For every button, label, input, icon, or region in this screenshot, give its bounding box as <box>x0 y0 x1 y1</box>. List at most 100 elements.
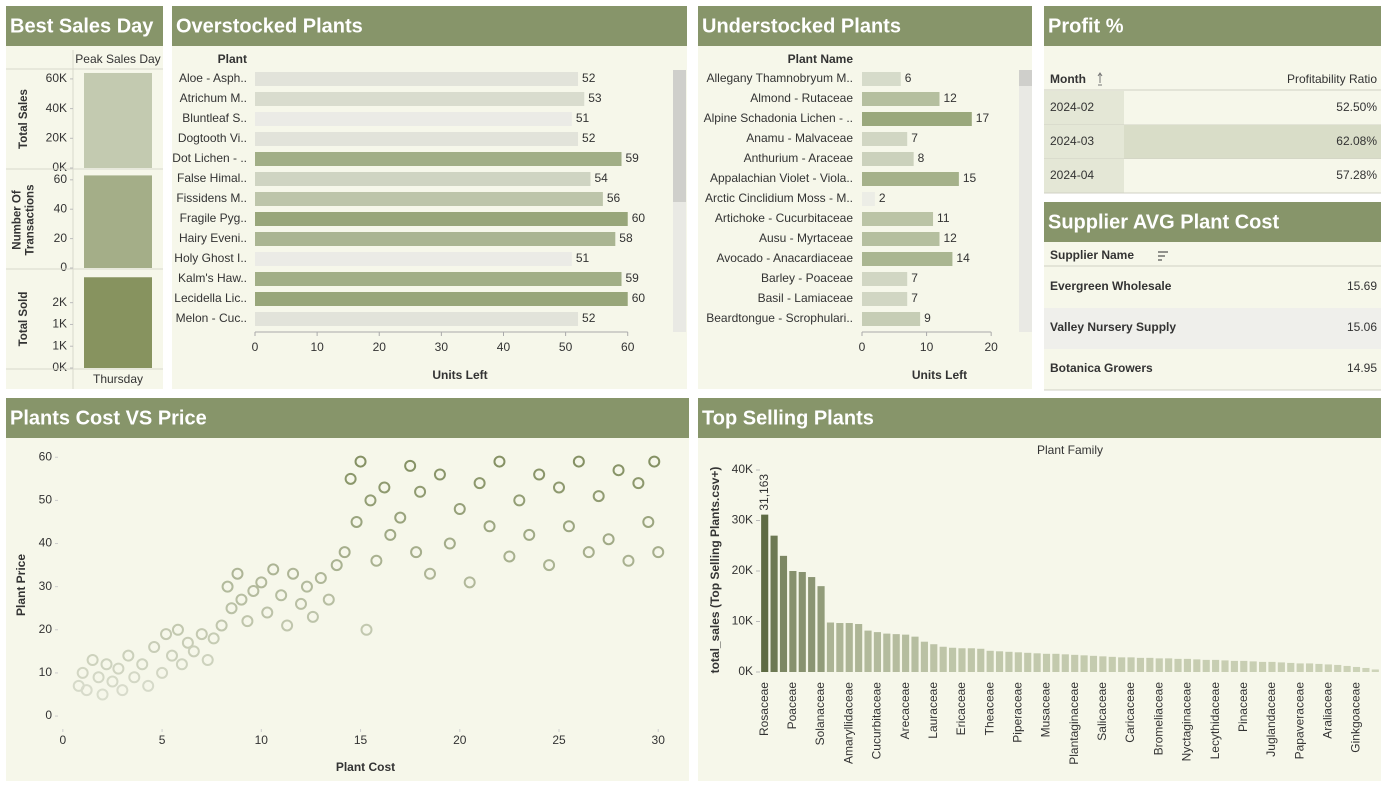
row-label: Anamu - Malvaceae <box>746 131 853 145</box>
row-label: Almond - Rutaceae <box>750 91 853 105</box>
bar <box>1362 667 1370 672</box>
point <box>314 572 327 585</box>
point <box>86 653 99 666</box>
point <box>410 546 423 559</box>
x-tick-label: Rosaceae <box>757 682 771 736</box>
bar <box>1277 662 1285 672</box>
point <box>572 455 585 468</box>
x-tick-label: Thursday <box>93 372 143 386</box>
panel-header <box>172 6 687 46</box>
row-label: Avocado - Anacardiaceae <box>716 251 853 265</box>
row-label: Kalm's Haw.. <box>178 271 247 285</box>
y-tick-label: 10 <box>39 665 53 679</box>
x-tick-label: Ginkgoaceae <box>1349 682 1363 753</box>
x-tick-label: Solanaceae <box>813 682 827 746</box>
point <box>215 619 228 632</box>
data-label: 54 <box>594 171 608 185</box>
cell-text: Valley Nursery Supply <box>1050 320 1176 334</box>
x-tick-label: Plantaginaceae <box>1067 682 1081 765</box>
row-label: Lecidella Lic.. <box>174 291 247 305</box>
data-label: 58 <box>619 231 633 245</box>
bar <box>255 312 579 326</box>
cell <box>1044 91 1124 125</box>
bar <box>873 632 881 672</box>
bar <box>1305 663 1314 672</box>
y-tick-label: 0 <box>45 708 52 722</box>
x-tick-label: 30 <box>652 733 666 747</box>
data-label: 12 <box>944 91 958 105</box>
bar <box>761 514 769 672</box>
axis-title: Units Left <box>432 368 487 382</box>
bar <box>255 112 572 126</box>
y-tick-label: 60K <box>46 71 67 85</box>
panel-header <box>698 398 1381 438</box>
point <box>513 494 526 507</box>
point <box>453 503 466 516</box>
x-tick-label: 5 <box>159 733 166 747</box>
bar <box>1371 669 1379 672</box>
bar <box>255 252 572 266</box>
cell-text: 62.08% <box>1336 134 1377 148</box>
bar <box>1024 652 1032 672</box>
row-label: Beardtongue - Scrophulari.. <box>706 311 853 325</box>
point <box>175 658 188 671</box>
column-header: Supplier Name <box>1050 248 1134 262</box>
x-tick-label: Bromeliaceae <box>1151 682 1165 756</box>
point <box>404 459 417 472</box>
bar <box>1165 658 1173 672</box>
bar <box>1052 653 1060 672</box>
bar <box>1033 653 1041 672</box>
y-tick-label: 2K <box>52 295 67 309</box>
panel-title: Supplier AVG Plant Cost <box>1048 211 1279 233</box>
data-label: 12 <box>944 231 958 245</box>
axis-title: Units Left <box>912 368 967 382</box>
bar <box>1136 657 1145 672</box>
y-tick-label: 0K <box>738 664 753 678</box>
bar <box>949 647 957 672</box>
point <box>523 528 536 541</box>
point <box>533 468 546 481</box>
cell <box>1124 91 1381 125</box>
x-tick-label: 25 <box>552 733 566 747</box>
row-label: Melon - Cuc.. <box>176 311 247 325</box>
x-tick-label: 10 <box>920 340 934 354</box>
bar <box>1212 659 1220 672</box>
point <box>156 666 169 679</box>
point <box>201 653 214 666</box>
bar <box>902 634 910 672</box>
data-label: 7 <box>911 291 918 305</box>
axis-label: Number Of Transactions <box>11 184 36 255</box>
y-tick-label: 0 <box>60 260 67 274</box>
bar <box>84 277 152 368</box>
point <box>187 645 200 658</box>
data-label: 2 <box>879 191 886 205</box>
x-tick-label: Musaceae <box>1039 682 1053 738</box>
column-header: Plant Name <box>788 52 854 66</box>
bar <box>255 192 603 206</box>
x-tick-label: Pinaceae <box>1236 682 1250 732</box>
axis-title: Plant Family <box>1037 443 1103 457</box>
row-label: False Himal.. <box>177 171 247 185</box>
row-label: Holy Ghost I.. <box>174 251 247 265</box>
bar <box>862 172 959 186</box>
panel-header <box>1044 202 1381 242</box>
bar <box>855 624 863 672</box>
panel-title: Best Sales Day <box>10 15 154 37</box>
x-tick-label: 0 <box>859 340 866 354</box>
point <box>106 675 119 688</box>
bar <box>808 577 816 672</box>
y-tick-label: 30 <box>39 579 53 593</box>
y-tick-label: 1K <box>52 317 67 331</box>
axis-label: Total Sold <box>17 291 30 347</box>
bar <box>255 292 628 306</box>
data-label: 51 <box>576 111 590 125</box>
row-label: Fissidens M.. <box>176 191 247 205</box>
row-label: Aloe - Asph.. <box>179 71 247 85</box>
point <box>112 662 125 675</box>
point <box>360 623 373 636</box>
y-tick-label: 60 <box>39 449 53 463</box>
cell <box>1124 159 1381 193</box>
cell-text: 2024-04 <box>1050 168 1094 182</box>
